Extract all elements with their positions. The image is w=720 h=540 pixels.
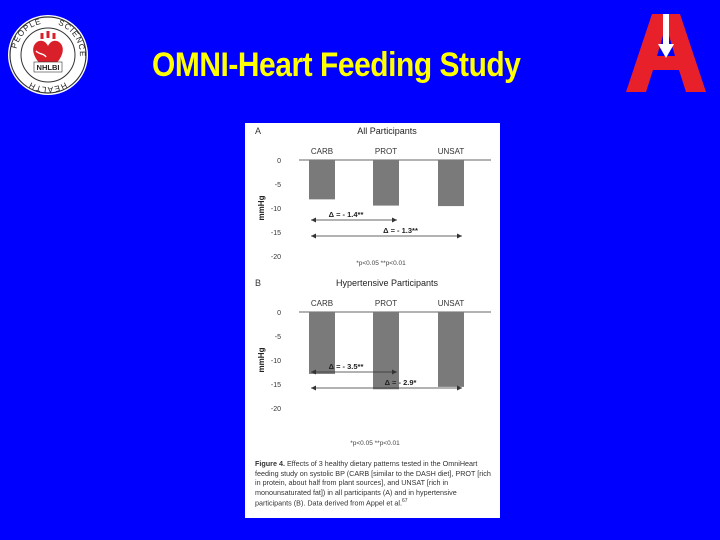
panel-b-delta-arrowhead bbox=[311, 369, 316, 375]
panel-b-y-tick-label: -5 bbox=[275, 334, 281, 341]
panel-a-delta-arrowhead bbox=[457, 233, 462, 239]
caption-label: Figure 4. bbox=[255, 459, 285, 468]
panel-b-y-axis-label: mmHg bbox=[257, 347, 266, 372]
panel-b-bar bbox=[309, 312, 335, 374]
panel-a-category-label: CARB bbox=[311, 147, 333, 156]
panel-a-y-tick-label: -5 bbox=[275, 182, 281, 189]
caption-text: Effects of 3 healthy dietary patterns te… bbox=[255, 459, 491, 508]
panel-b-title: Hypertensive Participants bbox=[336, 278, 439, 288]
panel-a-y-axis-label: mmHg bbox=[257, 195, 266, 220]
bar-charts: A All Participants CARB PROT UNSAT 0 -5 -10 -15 -… bbox=[255, 126, 491, 447]
panel-a-y-tick-label: -10 bbox=[271, 206, 281, 213]
panel-a-category-label: UNSAT bbox=[438, 147, 465, 156]
panel-a-delta-arrowhead bbox=[392, 217, 397, 223]
panel-b-y-tick-label: 0 bbox=[277, 310, 281, 317]
caption-ref: 67 bbox=[402, 498, 408, 505]
panel-b-y-tick-label: -20 bbox=[271, 406, 281, 413]
panel-b-y-tick-label: -15 bbox=[271, 382, 281, 389]
panel-a-bar bbox=[309, 160, 335, 200]
panel-b-category-label: CARB bbox=[311, 299, 333, 308]
panel-a-letter: A bbox=[255, 126, 261, 136]
panel-a-y-tick-label: 0 bbox=[277, 158, 281, 165]
panel-b-delta-label: Δ = - 3.5** bbox=[329, 362, 364, 371]
panel-b-delta-arrowhead bbox=[392, 369, 397, 375]
panel-a-delta-arrowhead bbox=[311, 233, 316, 239]
panel-b-delta-arrowhead bbox=[311, 385, 316, 391]
arrow-a-logo bbox=[626, 14, 706, 92]
panel-b-delta-label: Δ = - 2.9* bbox=[385, 378, 417, 387]
panel-a-delta-label: Δ = - 1.3** bbox=[383, 226, 418, 235]
panel-a-y-tick-label: -20 bbox=[271, 254, 281, 261]
panel-b-delta-arrowhead bbox=[457, 385, 462, 391]
panel-b-bar bbox=[373, 312, 399, 390]
figure-panel: A All Participants CARB PROT UNSAT 0 -5 -10 -15 -… bbox=[245, 123, 500, 518]
nhlbi-seal-logo: PEOPLE SCIENCE HEALTH NHLBI bbox=[8, 15, 88, 95]
panel-a-bar bbox=[373, 160, 399, 206]
panel-b-letter: B bbox=[255, 278, 261, 288]
panel-a-delta-label: Δ = - 1.4** bbox=[329, 210, 364, 219]
panel-a-footnote: *p<0.05 **p<0.01 bbox=[356, 260, 406, 267]
panel-b-footnote: *p<0.05 **p<0.01 bbox=[350, 440, 400, 447]
seal-nhlbi-text: NHLBI bbox=[37, 63, 60, 72]
slide-title: OMNI-Heart Feeding Study bbox=[152, 46, 521, 84]
panel-b-category-label: PROT bbox=[375, 299, 397, 308]
panel-b-bar bbox=[438, 312, 464, 387]
panel-b-category-label: UNSAT bbox=[438, 299, 465, 308]
panel-a-bar bbox=[438, 160, 464, 207]
figure-caption: Figure 4. Effects of 3 healthy dietary p… bbox=[255, 459, 493, 508]
panel-a-y-tick-label: -15 bbox=[271, 230, 281, 237]
panel-a-category-label: PROT bbox=[375, 147, 397, 156]
panel-a-title: All Participants bbox=[357, 126, 417, 136]
panel-b-y-tick-label: -10 bbox=[271, 358, 281, 365]
panel-a-delta-arrowhead bbox=[311, 217, 316, 223]
